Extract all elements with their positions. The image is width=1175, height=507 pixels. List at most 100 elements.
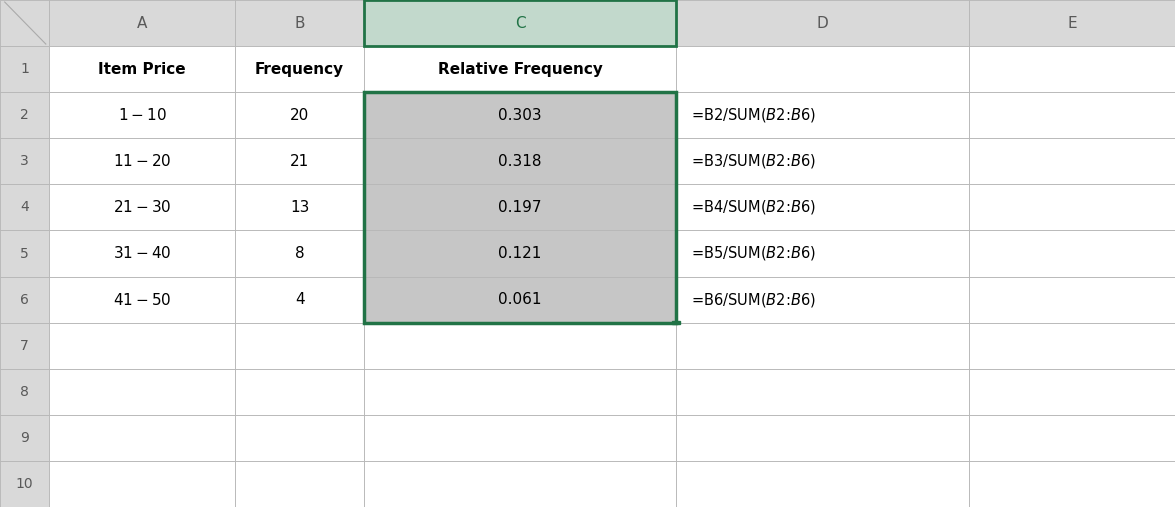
Bar: [49, 276, 235, 322]
Text: 8: 8: [295, 246, 304, 261]
Bar: [969, 92, 1175, 138]
Bar: [969, 415, 1175, 461]
Text: $11 - $20: $11 - $20: [113, 153, 172, 169]
Bar: [969, 369, 1175, 415]
Bar: [49, 138, 235, 185]
Bar: [235, 322, 364, 369]
Bar: [235, 185, 364, 231]
Text: $1 - $10: $1 - $10: [118, 107, 167, 123]
Bar: [364, 92, 676, 138]
Bar: [676, 92, 969, 138]
Bar: [235, 138, 364, 185]
Text: 9: 9: [20, 431, 29, 445]
Bar: [676, 231, 969, 276]
Text: Relative Frequency: Relative Frequency: [437, 62, 603, 77]
Bar: [969, 461, 1175, 507]
Bar: [0, 92, 49, 138]
Bar: [235, 415, 364, 461]
Text: 8: 8: [20, 385, 29, 399]
Bar: [49, 415, 235, 461]
Bar: [969, 46, 1175, 92]
Bar: [235, 0, 364, 46]
Bar: [0, 322, 49, 369]
Text: 5: 5: [20, 246, 29, 261]
Bar: [364, 138, 676, 185]
Text: 20: 20: [290, 107, 309, 123]
Text: B: B: [295, 16, 304, 30]
Bar: [969, 231, 1175, 276]
Text: D: D: [817, 16, 828, 30]
Text: 6: 6: [20, 293, 29, 307]
Bar: [969, 0, 1175, 46]
Text: =B4/SUM($B$2:$B$6): =B4/SUM($B$2:$B$6): [691, 198, 815, 216]
Bar: [364, 0, 676, 46]
Bar: [49, 92, 235, 138]
Text: Item Price: Item Price: [99, 62, 186, 77]
Text: =B2/SUM($B$2:$B$6): =B2/SUM($B$2:$B$6): [691, 106, 815, 124]
Text: =B3/SUM($B$2:$B$6): =B3/SUM($B$2:$B$6): [691, 152, 815, 170]
Bar: [49, 461, 235, 507]
Bar: [235, 92, 364, 138]
Bar: [49, 322, 235, 369]
Bar: [0, 231, 49, 276]
Bar: [676, 46, 969, 92]
Text: =B5/SUM($B$2:$B$6): =B5/SUM($B$2:$B$6): [691, 244, 815, 263]
Bar: [0, 461, 49, 507]
Text: $21 - $30: $21 - $30: [113, 199, 172, 215]
Bar: [364, 231, 676, 276]
Text: 10: 10: [16, 477, 33, 491]
Text: 13: 13: [290, 200, 309, 215]
Bar: [969, 138, 1175, 185]
Bar: [676, 138, 969, 185]
Bar: [676, 461, 969, 507]
Bar: [364, 185, 676, 231]
Text: 3: 3: [20, 154, 29, 168]
Bar: [235, 46, 364, 92]
Bar: [49, 231, 235, 276]
Bar: [49, 46, 235, 92]
Text: 0.197: 0.197: [498, 200, 542, 215]
Bar: [235, 369, 364, 415]
Text: 0.121: 0.121: [498, 246, 542, 261]
Bar: [364, 322, 676, 369]
Text: =B6/SUM($B$2:$B$6): =B6/SUM($B$2:$B$6): [691, 291, 815, 309]
Bar: [364, 92, 676, 322]
Text: Frequency: Frequency: [255, 62, 344, 77]
Text: 4: 4: [295, 292, 304, 307]
Text: $31 - $40: $31 - $40: [113, 245, 172, 262]
Text: E: E: [1067, 16, 1077, 30]
Bar: [676, 369, 969, 415]
Text: 7: 7: [20, 339, 29, 353]
Bar: [672, 321, 679, 324]
Bar: [364, 0, 676, 46]
Bar: [364, 46, 676, 92]
Bar: [0, 415, 49, 461]
Bar: [235, 461, 364, 507]
Bar: [0, 138, 49, 185]
Bar: [364, 415, 676, 461]
Bar: [235, 231, 364, 276]
Text: 4: 4: [20, 200, 29, 214]
Bar: [969, 185, 1175, 231]
Bar: [676, 185, 969, 231]
Text: 21: 21: [290, 154, 309, 169]
Bar: [969, 322, 1175, 369]
Text: 0.061: 0.061: [498, 292, 542, 307]
Bar: [676, 322, 969, 369]
Bar: [49, 185, 235, 231]
Text: C: C: [515, 16, 525, 30]
Bar: [235, 276, 364, 322]
Bar: [0, 0, 49, 46]
Bar: [364, 461, 676, 507]
Text: 1: 1: [20, 62, 29, 76]
Text: 0.303: 0.303: [498, 107, 542, 123]
Bar: [0, 369, 49, 415]
Bar: [676, 0, 969, 46]
Text: $41 - $50: $41 - $50: [113, 292, 172, 308]
Bar: [364, 369, 676, 415]
Bar: [0, 185, 49, 231]
Bar: [49, 0, 235, 46]
Bar: [0, 46, 49, 92]
Text: 0.318: 0.318: [498, 154, 542, 169]
Bar: [49, 369, 235, 415]
